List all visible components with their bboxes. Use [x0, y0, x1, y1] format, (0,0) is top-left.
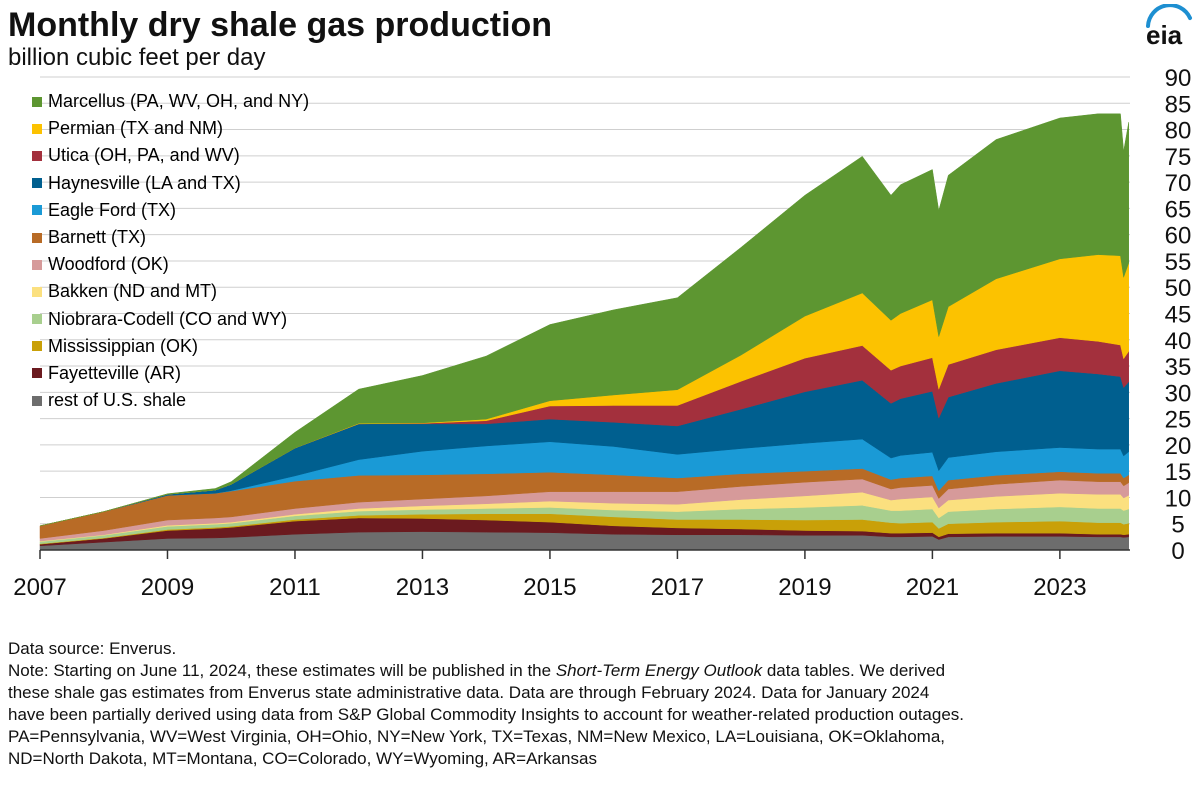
legend-label: rest of U.S. shale: [48, 390, 187, 411]
eia-logo: eia: [1146, 4, 1192, 50]
legend-item: Permian (TX and NM): [32, 115, 309, 142]
y-tick-label: 65: [1165, 196, 1192, 223]
legend-swatch: [32, 178, 42, 189]
y-tick-label: 75: [1165, 144, 1192, 171]
x-tick-label: 2013: [396, 574, 449, 601]
legend-swatch: [32, 395, 42, 406]
chart-subtitle: billion cubic feet per day: [8, 44, 266, 71]
x-tick-label: 2007: [13, 574, 66, 601]
x-tick-label: 2017: [651, 574, 704, 601]
legend-swatch: [32, 232, 42, 243]
legend-item: Fayetteville (AR): [32, 360, 309, 387]
legend-swatch: [32, 259, 42, 270]
y-tick-label: 90: [1165, 65, 1192, 92]
legend-label: Mississippian (OK): [48, 335, 199, 356]
y-tick-label: 80: [1165, 118, 1192, 145]
legend-item: rest of U.S. shale: [32, 387, 309, 414]
y-tick-label: 0: [1171, 538, 1184, 565]
legend-label: Woodford (OK): [48, 254, 169, 275]
y-tick-label: 15: [1165, 459, 1192, 486]
y-tick-label: 35: [1165, 354, 1192, 381]
y-tick-label: 5: [1171, 512, 1184, 539]
legend-swatch: [32, 96, 42, 107]
y-tick-label: 10: [1165, 485, 1192, 512]
legend-label: Barnett (TX): [48, 227, 147, 248]
legend-swatch: [32, 205, 42, 216]
legend-label: Fayetteville (AR): [48, 362, 182, 383]
legend-item: Utica (OH, PA, and WV): [32, 142, 309, 169]
x-tick-label: 2009: [141, 574, 194, 601]
note-line-3: have been partially derived using data f…: [8, 705, 965, 724]
legend-item: Eagle Ford (TX): [32, 197, 309, 224]
y-tick-label: 25: [1165, 407, 1192, 434]
note-line-5: ND=North Dakota, MT=Montana, CO=Colorado…: [8, 749, 597, 768]
y-tick-label: 20: [1165, 433, 1192, 460]
legend-label: Niobrara-Codell (CO and WY): [48, 308, 288, 329]
legend-item: Woodford (OK): [32, 251, 309, 278]
note-line-2: these shale gas estimates from Enverus s…: [8, 683, 930, 702]
legend-swatch: [32, 123, 42, 134]
legend-label: Haynesville (LA and TX): [48, 172, 241, 193]
y-tick-label: 30: [1165, 380, 1192, 407]
legend: Marcellus (PA, WV, OH, and NY) Permian (T…: [32, 88, 309, 414]
chart-notes: Data source: Enverus. Note: Starting on …: [8, 638, 1196, 770]
legend-label: Utica (OH, PA, and WV): [48, 145, 240, 166]
y-tick-label: 50: [1165, 275, 1192, 302]
y-tick-label: 60: [1165, 223, 1192, 250]
x-tick-label: 2021: [906, 574, 959, 601]
legend-item: Bakken (ND and MT): [32, 278, 309, 305]
y-tick-label: 85: [1165, 91, 1192, 118]
note-line-1: Note: Starting on June 11, 2024, these e…: [8, 661, 946, 680]
logo-text: eia: [1146, 20, 1183, 50]
x-tick-label: 2019: [778, 574, 831, 601]
legend-swatch: [32, 314, 42, 325]
legend-item: Barnett (TX): [32, 224, 309, 251]
legend-item: Haynesville (LA and TX): [32, 170, 309, 197]
legend-swatch: [32, 341, 42, 352]
legend-label: Bakken (ND and MT): [48, 281, 218, 302]
legend-swatch: [32, 150, 42, 161]
legend-label: Marcellus (PA, WV, OH, and NY): [48, 91, 310, 112]
x-tick-label: 2011: [269, 574, 321, 601]
y-tick-label: 40: [1165, 328, 1192, 355]
legend-item: Marcellus (PA, WV, OH, and NY): [32, 88, 309, 115]
data-source: Data source: Enverus.: [8, 639, 177, 658]
legend-item: Mississippian (OK): [32, 333, 309, 360]
legend-label: Eagle Ford (TX): [48, 199, 177, 220]
legend-label: Permian (TX and NM): [48, 118, 224, 139]
area-series-11: [39, 113, 1129, 527]
chart-title: Monthly dry shale gas production: [8, 6, 553, 44]
legend-swatch: [32, 368, 42, 379]
note-line-4: PA=Pennsylvania, WV=West Virginia, OH=Oh…: [8, 727, 946, 746]
y-tick-label: 70: [1165, 170, 1192, 197]
y-tick-label: 45: [1165, 302, 1192, 329]
x-tick-label: 2015: [523, 574, 576, 601]
legend-swatch: [32, 286, 42, 297]
y-tick-label: 55: [1165, 249, 1192, 276]
x-tick-label: 2023: [1033, 574, 1086, 601]
legend-item: Niobrara-Codell (CO and WY): [32, 306, 309, 333]
